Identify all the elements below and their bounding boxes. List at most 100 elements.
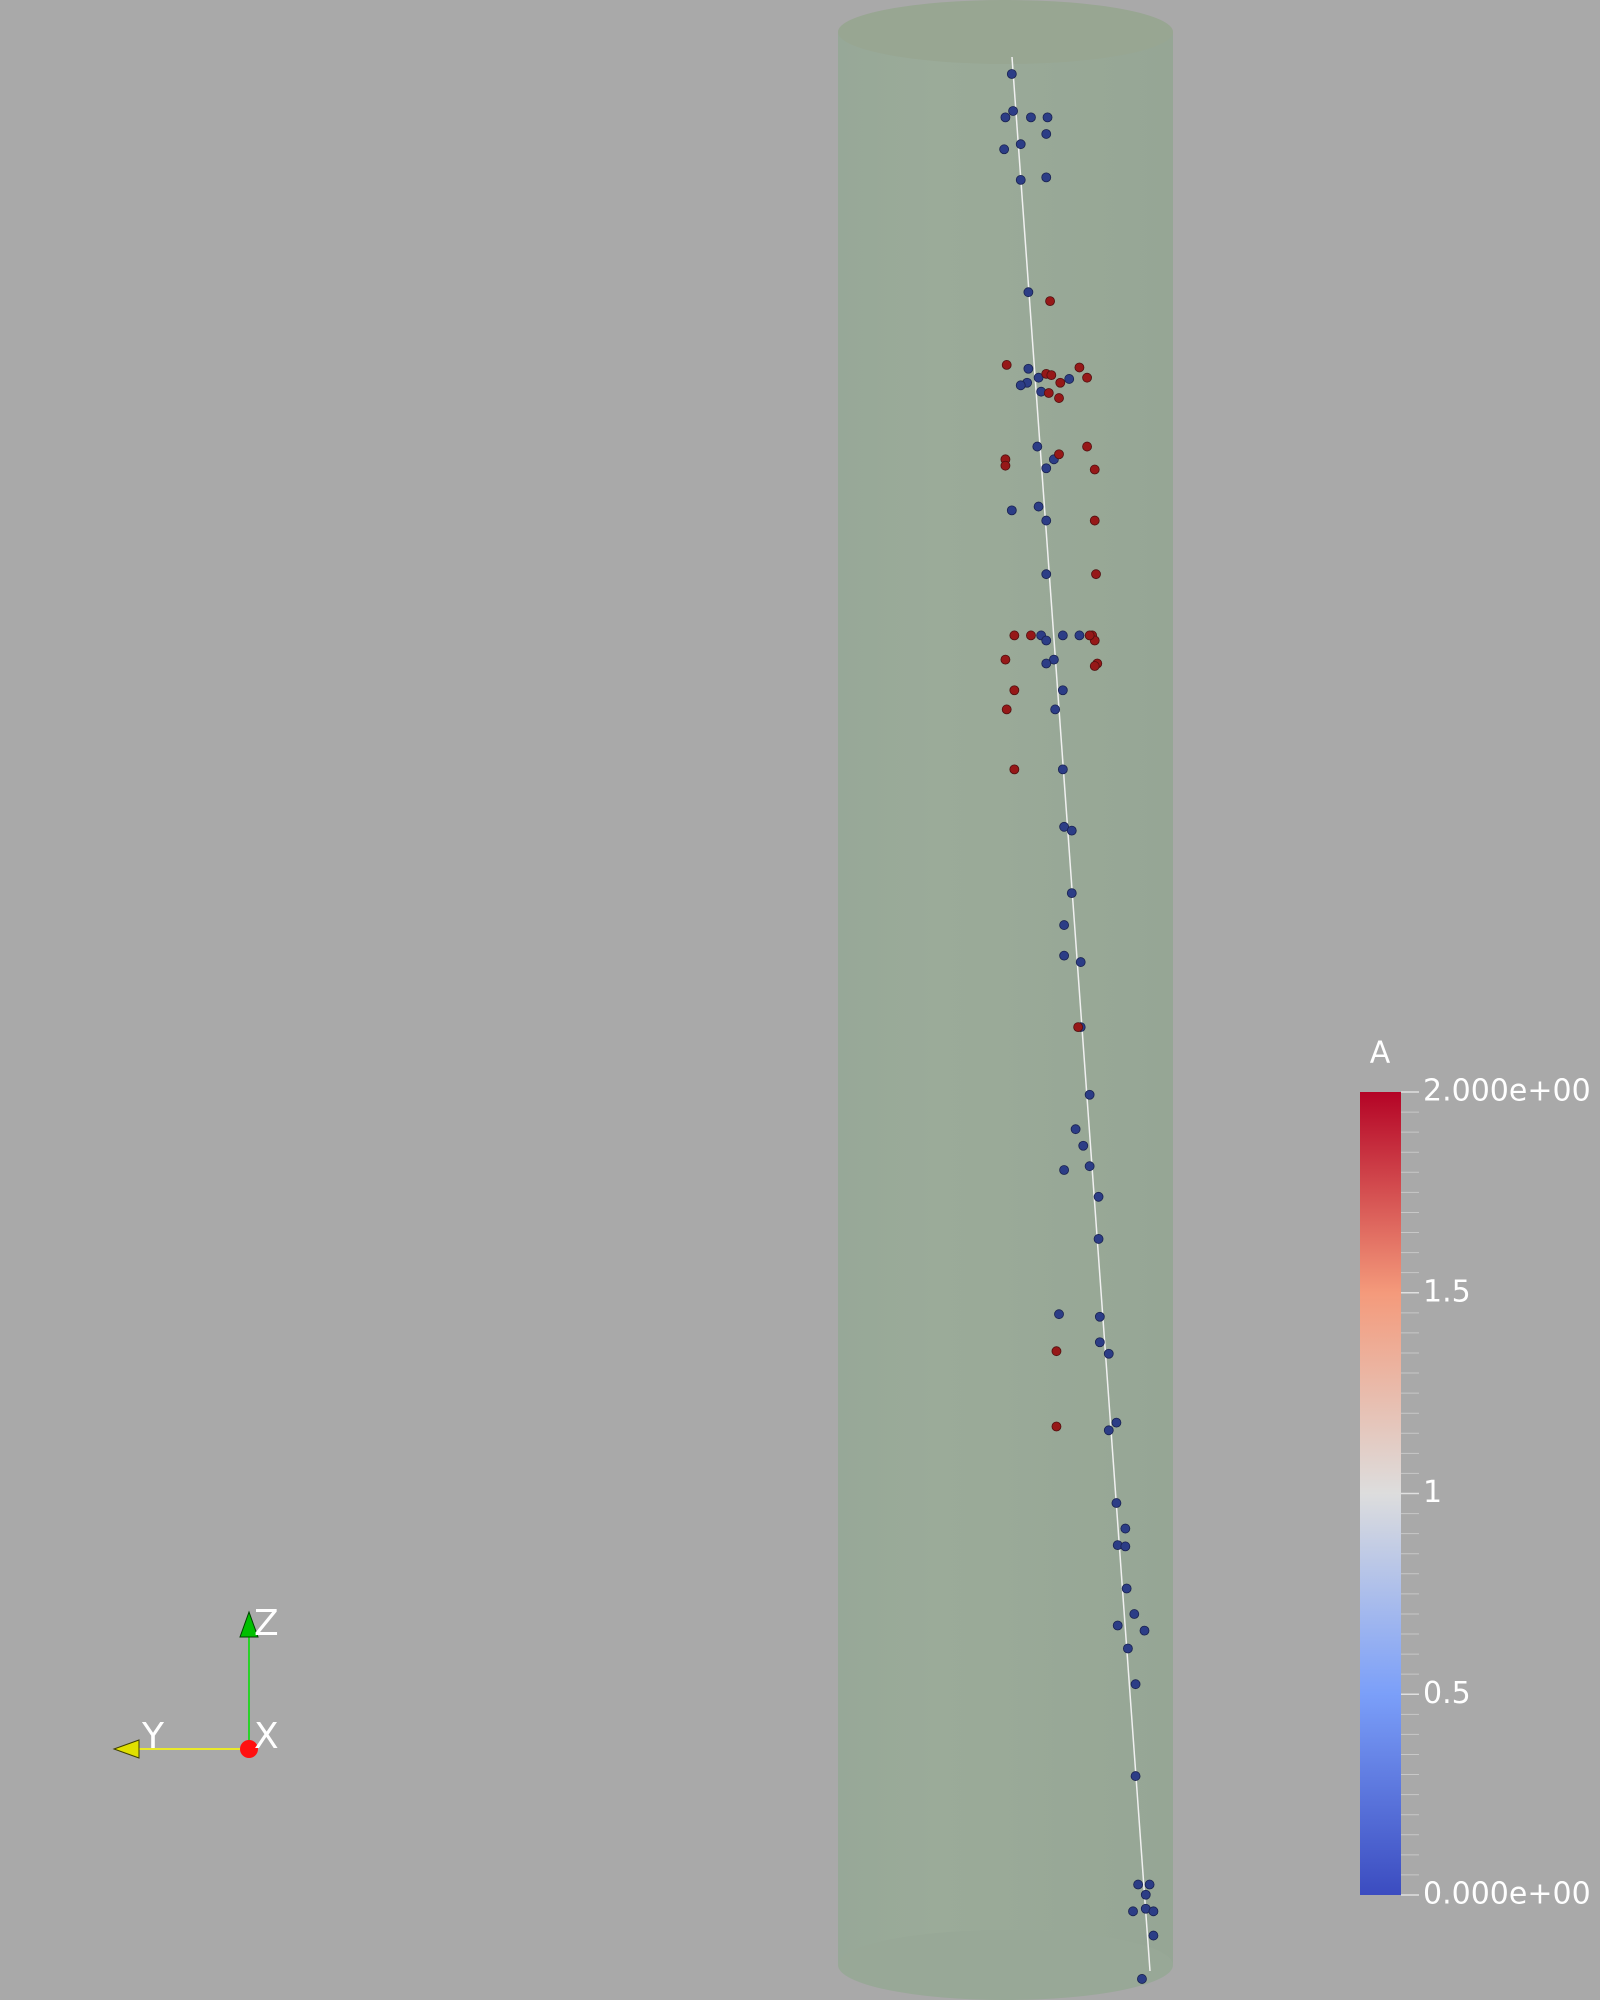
particle	[1041, 569, 1052, 580]
cylinder	[838, 0, 1173, 2000]
particle	[1041, 463, 1052, 474]
particle	[1070, 1124, 1081, 1135]
particle	[1041, 172, 1052, 183]
particle	[1111, 1498, 1122, 1508]
particle	[1009, 630, 1020, 641]
particle	[1054, 1309, 1064, 1320]
particle	[1082, 441, 1092, 452]
particle	[1023, 287, 1034, 298]
particle	[1000, 460, 1011, 471]
particle	[1041, 129, 1052, 139]
particle	[1120, 1523, 1131, 1534]
particle	[999, 144, 1010, 155]
axis-label-z: Z	[254, 1603, 279, 1644]
particle	[1074, 362, 1085, 373]
particle	[1066, 888, 1077, 899]
particle	[1041, 515, 1052, 526]
particle	[1026, 630, 1036, 641]
particle	[1084, 1089, 1095, 1100]
particle	[1001, 704, 1012, 715]
particle	[1139, 1625, 1150, 1636]
particle	[1059, 950, 1070, 961]
particle	[1033, 501, 1044, 512]
axis-label-x: X	[254, 1716, 279, 1757]
particle	[1057, 764, 1068, 775]
particle	[1055, 377, 1066, 388]
particle	[1057, 685, 1068, 696]
particle	[1043, 388, 1054, 398]
tick-label: 0.000e+00	[1423, 1877, 1591, 1912]
particle	[1091, 569, 1101, 580]
particle	[1074, 630, 1085, 641]
particle	[1123, 1643, 1133, 1654]
particle	[1015, 139, 1026, 150]
particle	[1094, 1311, 1105, 1322]
tick-label: 0.5	[1423, 1676, 1471, 1711]
particle	[1032, 441, 1043, 452]
particle	[1133, 1879, 1144, 1890]
particle	[1093, 1191, 1104, 1202]
particle	[1111, 1417, 1122, 1428]
tick-label: 1	[1423, 1475, 1442, 1510]
particle	[1059, 1165, 1070, 1175]
particle	[1051, 1346, 1062, 1357]
particle	[1015, 175, 1026, 185]
particle	[1059, 821, 1070, 832]
particle	[1089, 661, 1100, 671]
particle	[1089, 464, 1100, 475]
particle	[1046, 370, 1057, 381]
particle	[1000, 654, 1011, 665]
particle	[1084, 1161, 1095, 1172]
particle	[1054, 393, 1064, 403]
particle	[1073, 1022, 1084, 1033]
particle	[1121, 1583, 1132, 1594]
particle	[1093, 1234, 1104, 1244]
particle	[1094, 1337, 1105, 1348]
particle	[1057, 630, 1068, 641]
particle	[1015, 380, 1026, 391]
particle	[1148, 1906, 1159, 1917]
particle	[1006, 69, 1017, 79]
particle	[1041, 635, 1052, 646]
particle	[1137, 1974, 1147, 1984]
particle	[1033, 372, 1044, 383]
particle	[1051, 1421, 1062, 1432]
particle	[1144, 1879, 1155, 1890]
particle	[1130, 1679, 1141, 1690]
particle	[1130, 1771, 1141, 1781]
particle	[1112, 1620, 1123, 1631]
orientation-axes: Z Y X	[112, 1603, 279, 1759]
particle	[1009, 764, 1020, 775]
particle	[1103, 1348, 1114, 1359]
particle	[1054, 449, 1064, 460]
particles	[999, 69, 1159, 1984]
axis-label-y: Y	[141, 1716, 165, 1757]
particle	[1008, 106, 1018, 116]
particle	[1023, 363, 1034, 374]
tick-label: 1.5	[1423, 1274, 1471, 1309]
particle	[1089, 515, 1100, 526]
particle	[1045, 296, 1055, 307]
particle	[1075, 957, 1086, 967]
particle	[1140, 1889, 1151, 1900]
particle	[1148, 1930, 1159, 1941]
particle	[1064, 374, 1075, 384]
particle	[1128, 1906, 1138, 1917]
tick-label: 2.000e+00	[1423, 1074, 1591, 1109]
particle	[1026, 112, 1036, 123]
particle	[1129, 1609, 1140, 1619]
particle	[1066, 825, 1077, 836]
particle	[1006, 505, 1017, 516]
particle	[1000, 112, 1011, 123]
particle	[1042, 112, 1053, 123]
particle	[1009, 685, 1020, 696]
particle	[1120, 1541, 1131, 1552]
color-bar-title: A	[1370, 1036, 1391, 1071]
color-bar	[1360, 1092, 1401, 1895]
particle	[1084, 630, 1095, 641]
color-legend: A 2.000e+00 1.5 1 0.5 0.000e+00	[1360, 1036, 1591, 1912]
particle	[1078, 1140, 1089, 1151]
particle	[1059, 920, 1070, 930]
